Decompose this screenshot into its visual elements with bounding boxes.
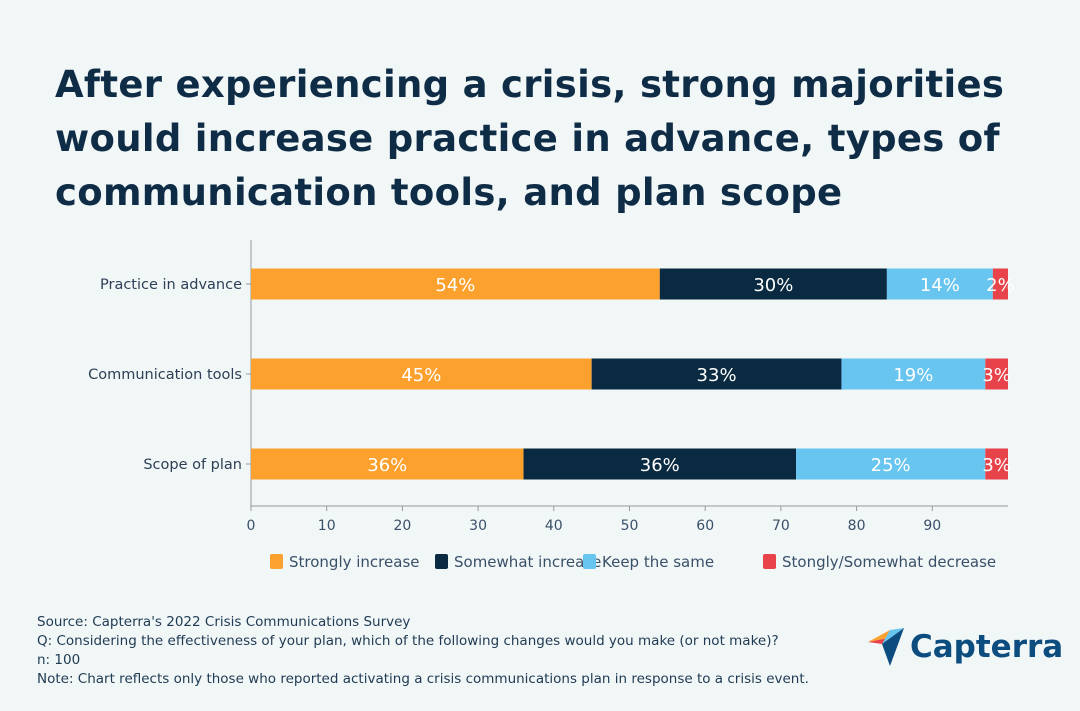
bar-segment xyxy=(523,448,797,480)
x-tick-label: 20 xyxy=(393,518,411,534)
sample-size-note: n: 100 xyxy=(37,652,81,668)
legend-swatch xyxy=(763,554,776,569)
data-label: 3% xyxy=(982,455,1011,476)
x-tick-label: 80 xyxy=(848,518,866,534)
legend-swatch xyxy=(435,554,448,569)
x-tick-label: 70 xyxy=(772,518,790,534)
capterra-logo: Capterra xyxy=(868,628,1063,666)
data-label: 14% xyxy=(920,275,960,296)
x-tick-label: 0 xyxy=(247,518,256,534)
legend-label: Keep the same xyxy=(602,553,714,571)
source-note: Source: Capterra's 2022 Crisis Communica… xyxy=(37,614,411,630)
bar-segment xyxy=(985,358,1008,390)
x-tick-label: 60 xyxy=(696,518,714,534)
bar-segment xyxy=(251,358,592,390)
data-label: 54% xyxy=(435,275,475,296)
chart-note: Note: Chart reflects only those who repo… xyxy=(37,671,809,687)
legend-label: Stongly/Somewhat decrease xyxy=(782,553,996,571)
legend-label: Somewhat increase xyxy=(454,553,601,571)
bar-segment xyxy=(841,358,986,390)
stacked-bar-chart: 0 10 20 30 40 50 60 70 80 90 Practice in advance 54… xyxy=(88,240,1015,571)
x-tick-label: 10 xyxy=(318,518,336,534)
footnotes: Source: Capterra's 2022 Crisis Communica… xyxy=(37,613,809,689)
bar-segment xyxy=(886,268,993,300)
data-label: 3% xyxy=(982,365,1011,386)
data-label: 45% xyxy=(401,365,441,386)
data-label: 36% xyxy=(367,455,407,476)
category-label: Scope of plan xyxy=(143,457,242,473)
bar-segment xyxy=(251,268,660,300)
bar-segment xyxy=(796,448,986,480)
x-tick-label: 50 xyxy=(621,518,639,534)
data-label: 25% xyxy=(871,455,911,476)
logo-text: Capterra xyxy=(910,629,1064,665)
x-tick-label: 30 xyxy=(469,518,487,534)
bar-segment xyxy=(659,268,887,300)
x-tick-label: 90 xyxy=(923,518,941,534)
data-label: 36% xyxy=(640,455,680,476)
data-label: 33% xyxy=(697,365,737,386)
data-label: 19% xyxy=(893,365,933,386)
data-label: 2% xyxy=(986,275,1015,296)
category-label: Practice in advance xyxy=(100,277,242,293)
legend-swatch xyxy=(270,554,283,569)
capterra-arrow-icon xyxy=(868,628,904,666)
question-note: Q: Considering the effectiveness of your… xyxy=(37,633,779,649)
bar-segment xyxy=(992,268,1008,300)
x-tick-label: 40 xyxy=(545,518,563,534)
bar-segment xyxy=(251,448,524,480)
legend-swatch xyxy=(583,554,596,569)
legend-label: Strongly increase xyxy=(289,553,419,571)
chart-title: After experiencing a crisis, strong majo… xyxy=(55,63,1005,214)
bar-segment xyxy=(591,358,842,390)
data-label: 30% xyxy=(753,275,793,296)
bar-segment xyxy=(985,448,1008,480)
category-label: Communication tools xyxy=(88,367,242,383)
